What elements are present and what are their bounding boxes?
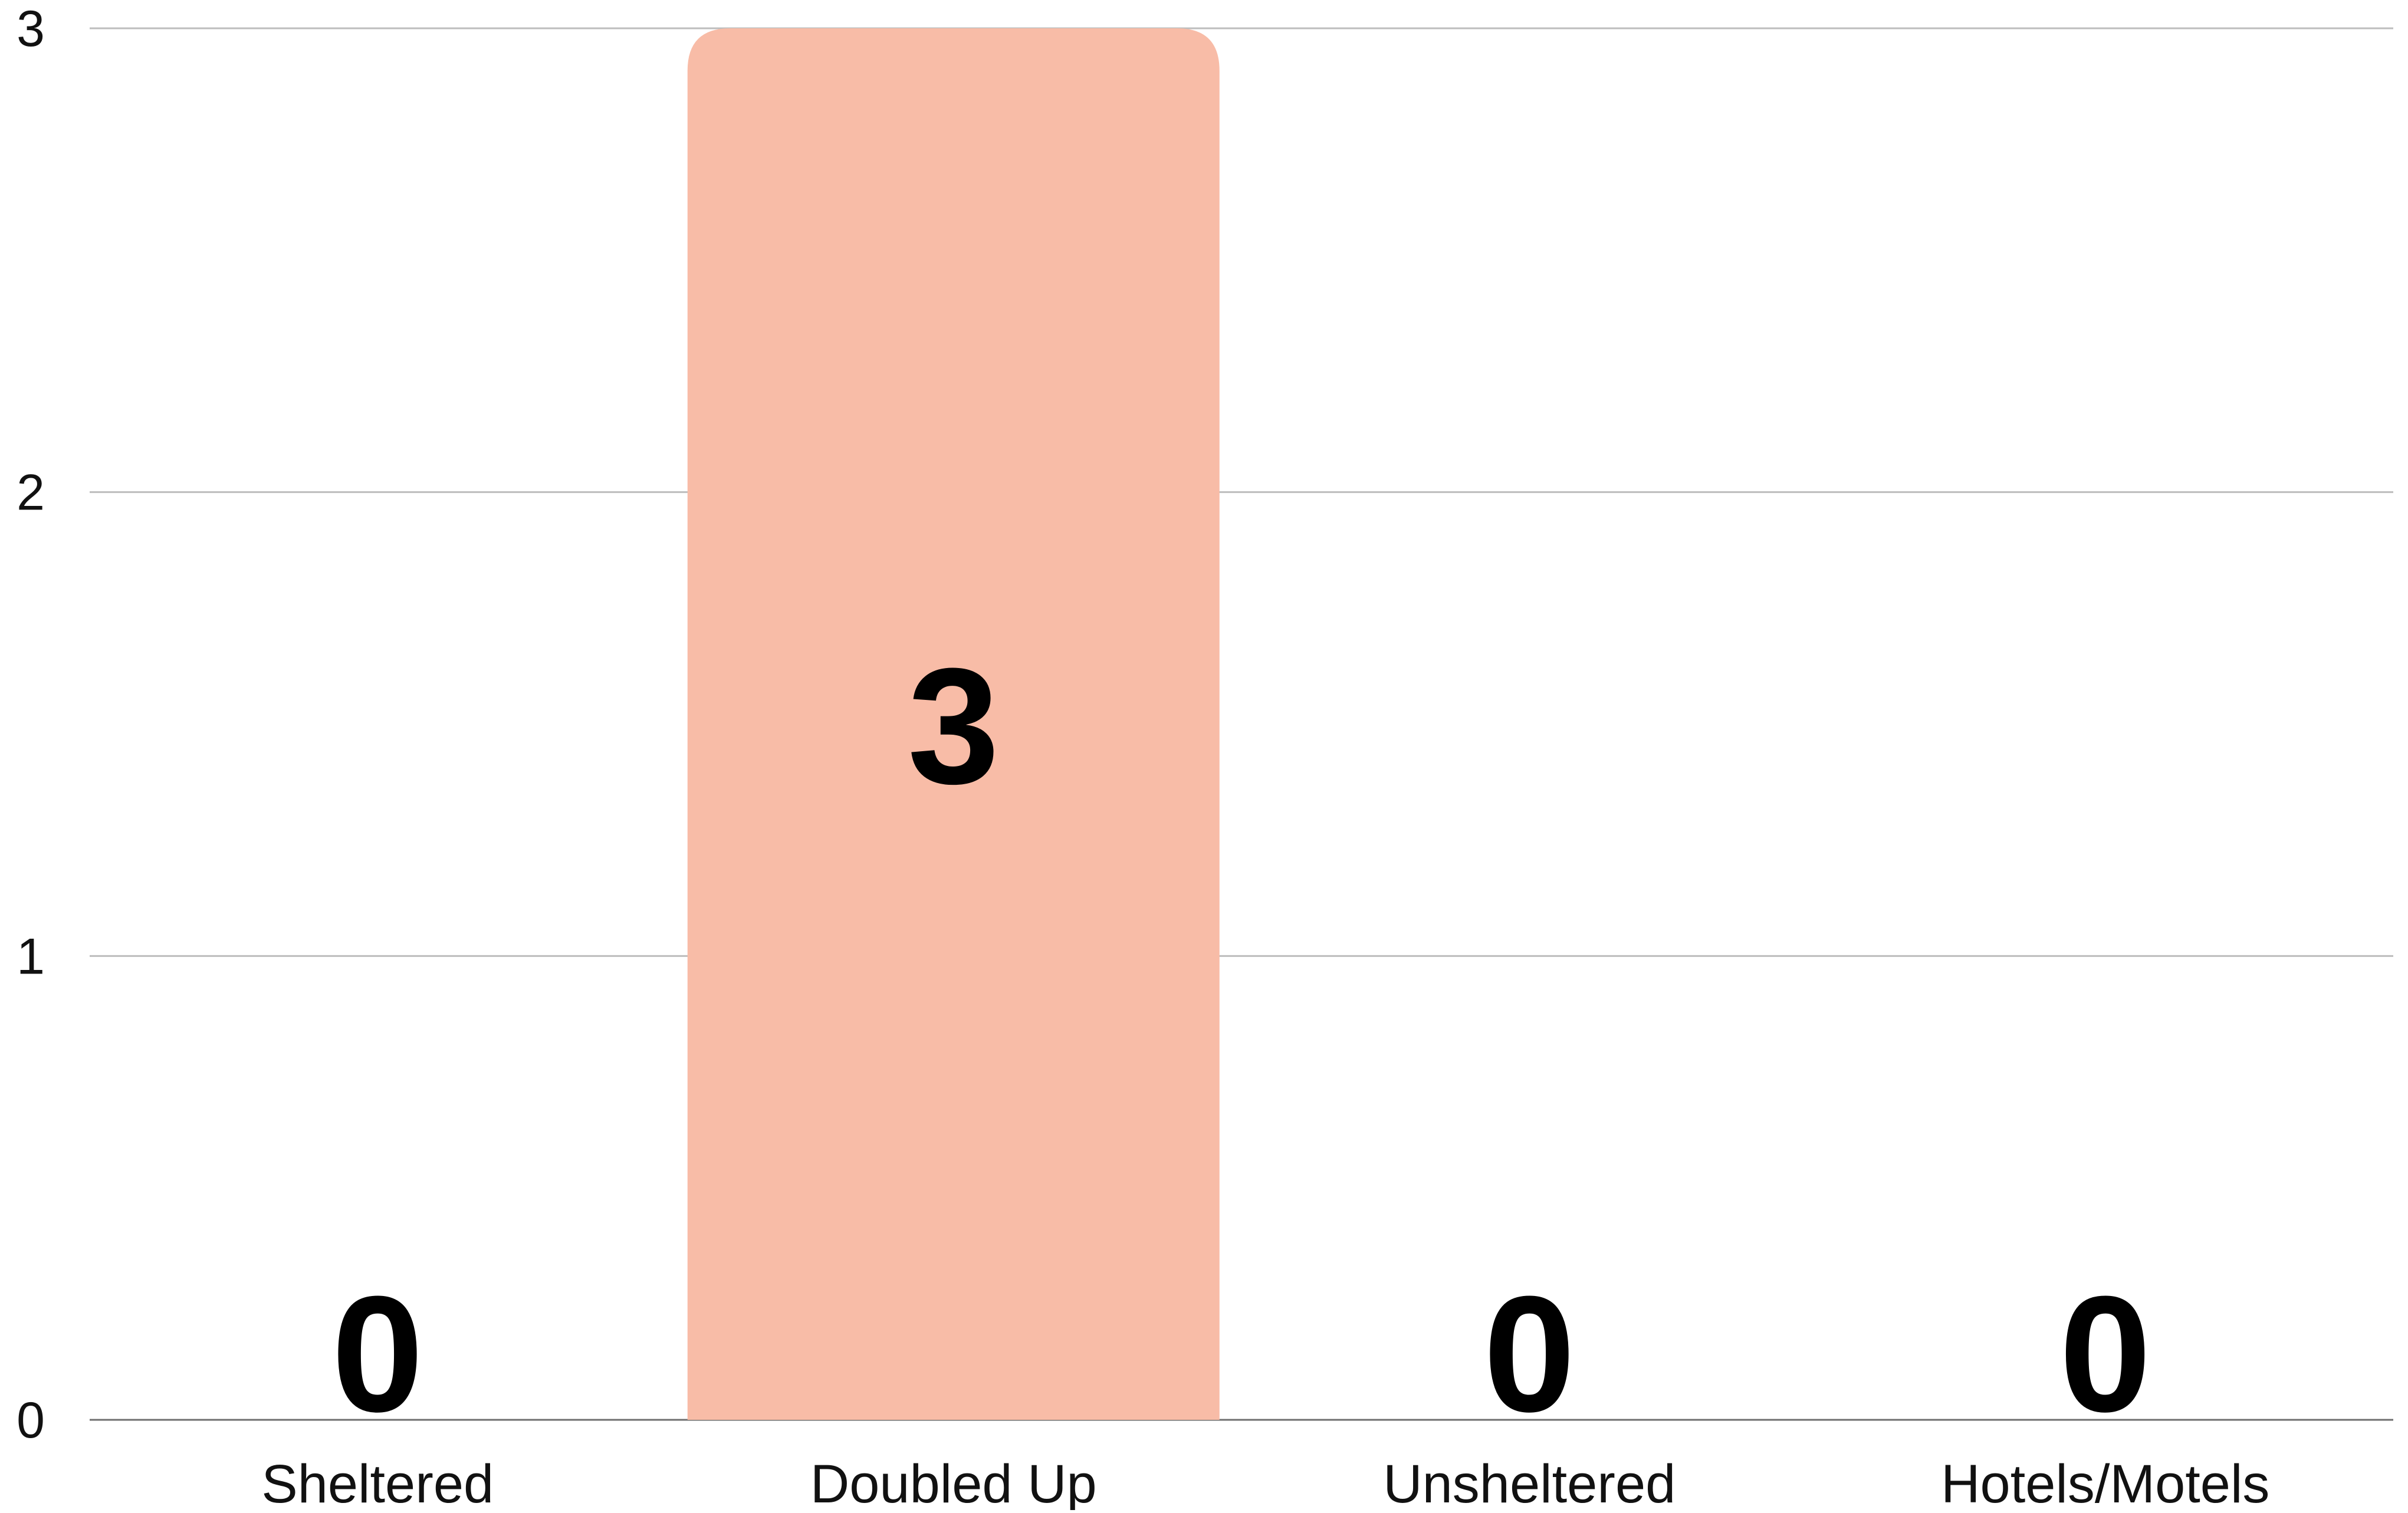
y-tick-label: 1 [17, 928, 45, 985]
bar-layer [687, 28, 1220, 1420]
y-tick-label: 3 [17, 1, 45, 57]
x-category-label: Doubled Up [810, 1454, 1097, 1510]
x-category-label: Hotels/Motels [1941, 1454, 2269, 1510]
grid-layer [90, 27, 2393, 1421]
y-tick-label: 2 [17, 465, 45, 521]
data-label: 0 [331, 1262, 423, 1446]
data-label: 0 [1483, 1262, 1575, 1446]
x-category-label: Sheltered [261, 1454, 494, 1510]
y-tick-label: 0 [17, 1392, 45, 1449]
bar-doubled-up [687, 28, 1220, 1420]
x-category-label: Unsheltered [1383, 1454, 1676, 1510]
data-label: 3 [908, 634, 1000, 818]
data-label: 0 [2059, 1262, 2151, 1446]
label-layer: 0 1 2 3 0 Sheltered 3 Doubled Up 0 Unsheltered 0 Ho… [17, 1, 2269, 1513]
